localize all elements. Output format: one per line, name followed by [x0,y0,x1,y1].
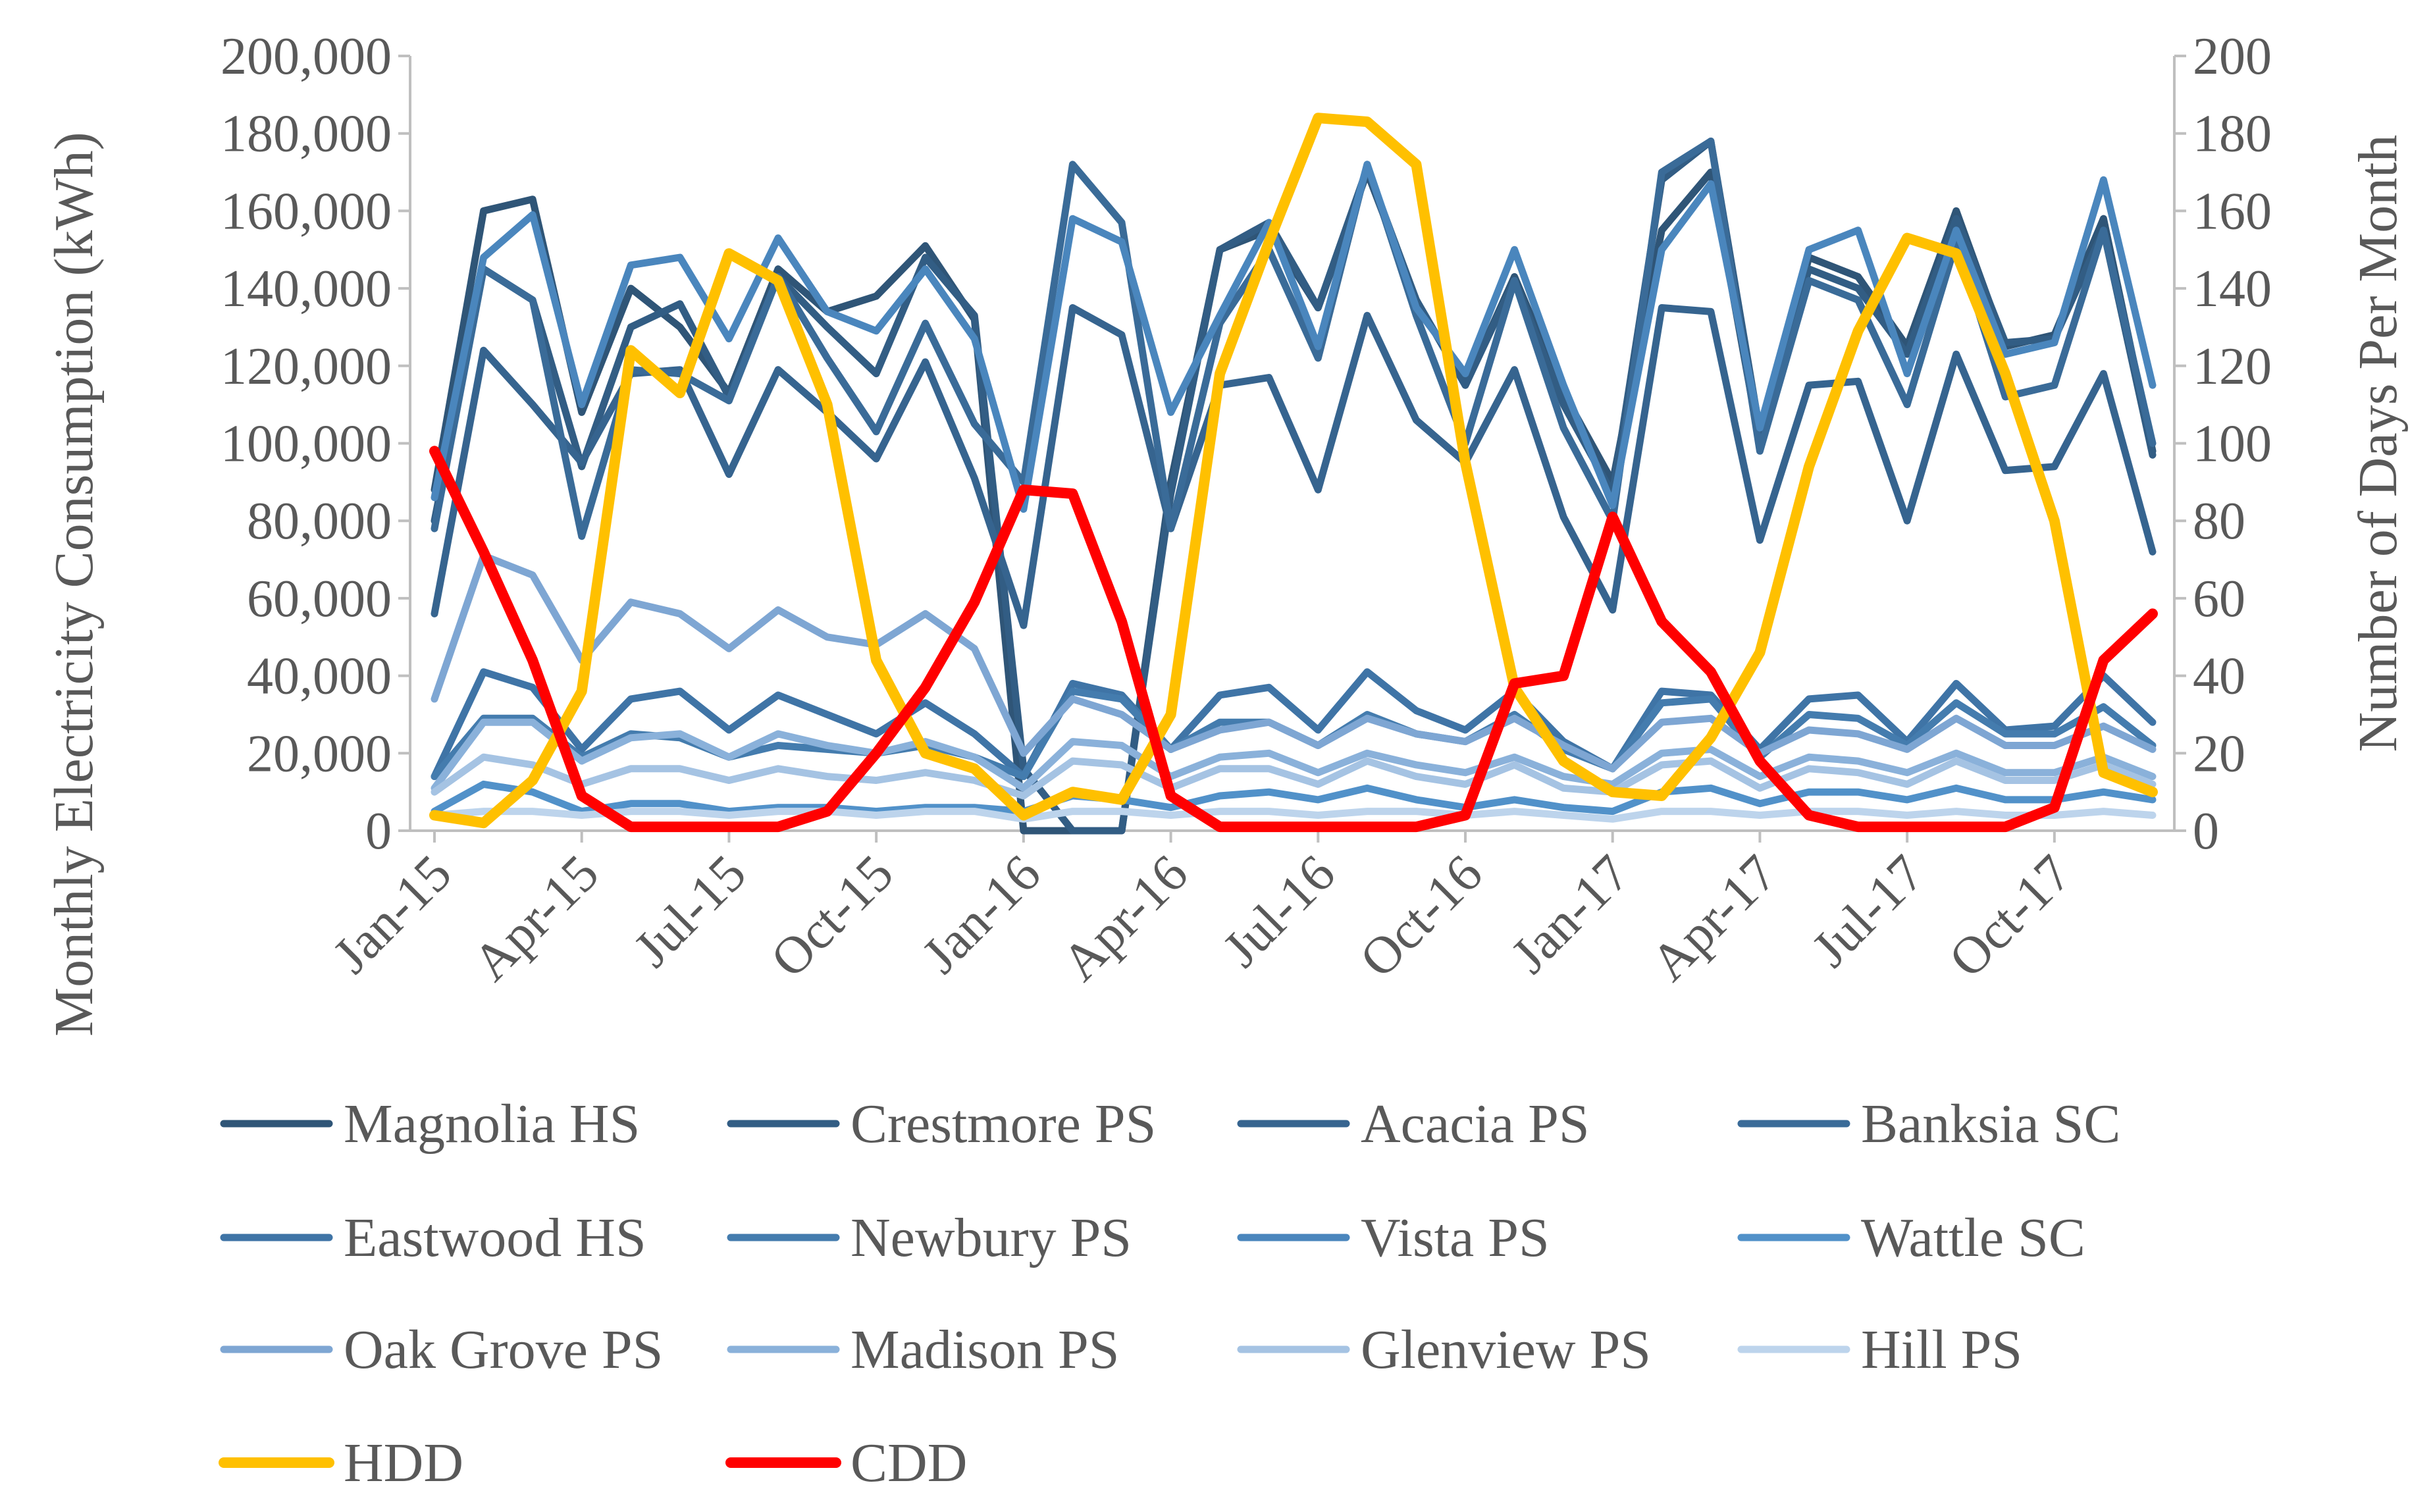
legend-label: Glenview PS [1361,1319,1651,1380]
series-line-glenview-ps [431,753,2157,800]
x-tick-label: Apr-16 [1051,845,1199,992]
y-tick-label-left: 160,000 [221,182,392,240]
y-tick-label-right: 60 [2193,570,2245,628]
y-tick-label-right: 160 [2193,182,2272,240]
x-tick-label: Jan-16 [912,845,1052,985]
x-tick-label: Oct-16 [1349,845,1493,989]
legend-label: HDD [344,1432,463,1494]
series-line-wattle-sc [431,780,2157,816]
series-line-cdd [429,446,2158,833]
x-tick-label: Oct-17 [1938,845,2082,989]
y-tick-label-right: 140 [2193,260,2272,318]
series-line-eastwood-hs [431,668,2157,781]
y-tick-label-left: 0 [365,802,392,860]
x-tick-label: Jul-16 [1212,845,1346,979]
x-tick-label: Jan-17 [1500,845,1640,985]
y-axis-title-left: Monthly Electricity Consumption (kWh) [43,132,105,1036]
y-tick-label-right: 0 [2193,802,2219,860]
legend-label: Eastwood HS [344,1207,646,1268]
x-tick-label: Apr-15 [462,845,610,992]
y-tick-label-left: 20,000 [247,725,392,783]
y-tick-label-right: 180 [2193,105,2272,163]
series-line-hdd [429,113,2158,829]
y-tick-label-right: 80 [2193,492,2245,550]
legend-label: Hill PS [1861,1319,2022,1380]
legend-label: Oak Grove PS [344,1319,663,1380]
y-tick-label-left: 180,000 [221,105,392,163]
legend-label: Madison PS [851,1319,1119,1380]
legend-label: CDD [851,1432,967,1494]
y-tick-label-left: 100,000 [221,415,392,473]
series-line-acacia-ps [431,304,2157,629]
series-line-madison-ps [431,718,2157,792]
legend-label: Wattle SC [1861,1207,2085,1268]
series-line-oak-grove-ps [431,552,2157,773]
legend-label: Banksia SC [1861,1093,2120,1155]
x-tick-label: Jan-15 [323,845,463,985]
x-tick-label: Apr-17 [1640,845,1788,992]
y-tick-label-left: 120,000 [221,338,392,396]
legend-label: Acacia PS [1361,1093,1590,1155]
series-line-vista-ps [431,161,2157,513]
y-tick-label-right: 100 [2193,415,2272,473]
x-tick-label: Jul-17 [1801,845,1935,979]
y-axis-title-right: Number of Days Per Month [2347,135,2409,752]
y-tick-label-left: 140,000 [221,260,392,318]
legend-label: Crestmore PS [851,1093,1156,1155]
legend-label: Vista PS [1361,1207,1550,1268]
y-tick-label-right: 40 [2193,648,2245,706]
y-tick-label-right: 120 [2193,338,2272,396]
y-tick-label-right: 20 [2193,725,2245,783]
legend-label: Newbury PS [851,1207,1132,1268]
y-tick-label-left: 200,000 [221,28,392,86]
x-tick-label: Oct-15 [760,845,904,989]
y-tick-label-right: 200 [2193,28,2272,86]
legend-label: Magnolia HS [344,1093,640,1155]
x-tick-label: Jul-15 [623,845,758,979]
y-tick-label-left: 40,000 [247,648,392,706]
series-line-crestmore-ps [431,138,2157,835]
y-tick-label-left: 80,000 [247,492,392,550]
y-tick-label-left: 60,000 [247,570,392,628]
series-line-hill-ps [431,808,2157,823]
